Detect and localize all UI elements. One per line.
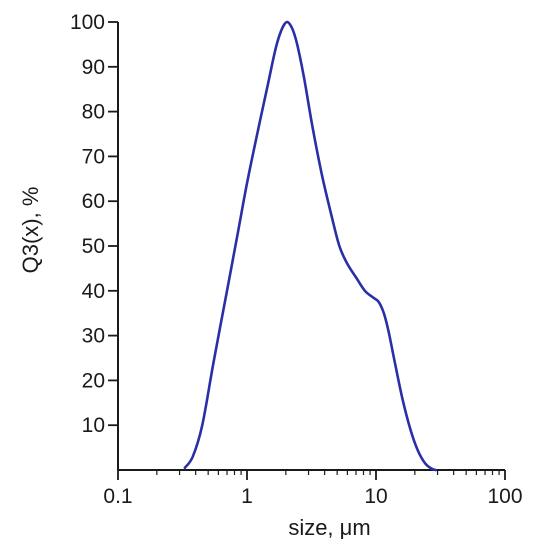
y-ticks: 10 20 30 40 50 60 70 80 90 100 bbox=[70, 11, 118, 437]
y-tick-label: 80 bbox=[82, 101, 105, 124]
y-tick-label: 20 bbox=[82, 369, 105, 392]
y-tick-label: 90 bbox=[82, 56, 105, 79]
x-tick-label: 100 bbox=[487, 485, 522, 508]
y-tick-label: 30 bbox=[82, 325, 105, 348]
y-tick-label: 70 bbox=[82, 145, 105, 168]
y-tick-label: 60 bbox=[82, 190, 105, 213]
y-tick-label: 10 bbox=[82, 414, 105, 437]
series-layer bbox=[183, 20, 437, 472]
series-line bbox=[183, 20, 437, 472]
x-tick-label: 0.1 bbox=[103, 485, 132, 508]
x-tick-label: 10 bbox=[364, 485, 387, 508]
y-axis-title: Q3(x), % bbox=[18, 187, 43, 274]
x-axis-title: size, μm bbox=[288, 515, 370, 540]
axes bbox=[117, 22, 505, 471]
y-tick-label: 50 bbox=[82, 235, 105, 258]
y-tick-label: 40 bbox=[82, 280, 105, 303]
x-ticks: 0.1 1 10 100 bbox=[103, 470, 523, 508]
x-tick-label: 1 bbox=[241, 485, 253, 508]
y-tick-label: 100 bbox=[70, 11, 105, 34]
